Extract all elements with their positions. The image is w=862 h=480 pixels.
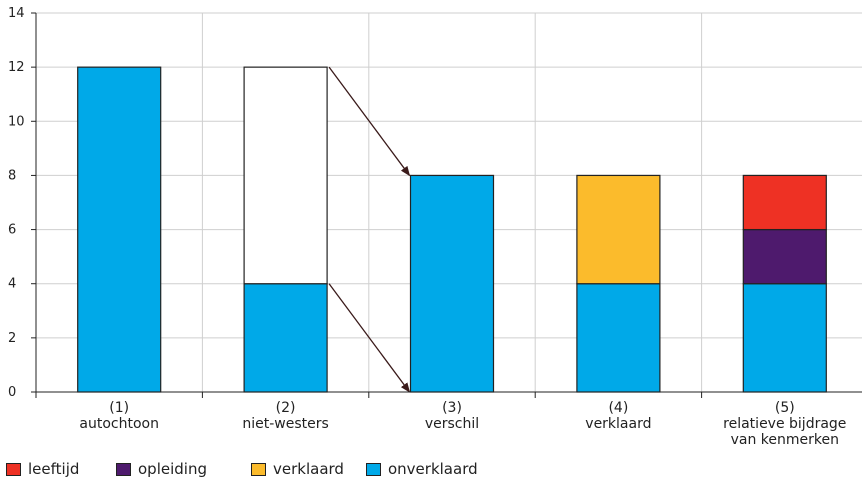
grid <box>36 12 862 392</box>
y-tick-label: 2 <box>8 331 16 346</box>
bar-segment <box>409 174 495 393</box>
legend-swatch <box>251 462 266 476</box>
bar-segment <box>742 174 827 231</box>
legend-label: onverklaard <box>388 460 478 478</box>
y-tick-label: 14 <box>8 6 25 21</box>
bar-segment <box>576 283 661 393</box>
x-tick-label: (3) verschil <box>425 400 479 432</box>
bar-segment <box>243 283 328 393</box>
arrow <box>328 283 411 393</box>
legend-label: opleiding <box>138 460 207 478</box>
y-tick-label: 6 <box>8 223 16 238</box>
legend-item: onverklaard <box>366 460 496 478</box>
bar-segment <box>576 174 661 285</box>
bar-segment <box>243 66 328 285</box>
x-tick-label: (1) autochtoon <box>79 400 159 432</box>
legend-item: leeftijd <box>6 460 116 478</box>
arrows <box>328 66 411 393</box>
bar-segment <box>77 66 162 393</box>
bar-segment <box>742 283 827 393</box>
y-tick-label: 8 <box>8 168 16 183</box>
axes: 0 2 4 6 8 10 12 14 (1) autochtoon (2) niet-westers (… <box>8 6 862 448</box>
y-tick-label: 0 <box>8 385 16 400</box>
y-tick-label: 4 <box>8 277 16 292</box>
legend-swatch <box>6 462 21 476</box>
bars <box>77 66 827 393</box>
legend-item: opleiding <box>116 460 251 478</box>
legend: leeftijd opleiding verklaard onverklaard <box>6 458 496 480</box>
bar-segment <box>742 228 827 285</box>
arrow <box>328 66 411 177</box>
legend-item: verklaard <box>251 460 366 478</box>
y-tick-label: 10 <box>8 114 25 129</box>
x-tick-label: (4) verklaard <box>585 400 651 432</box>
x-tick-label: (5) relatieve bijdrage van kenmerken <box>723 400 846 448</box>
legend-swatch <box>116 462 131 476</box>
x-tick-label: (2) niet-westers <box>242 400 328 432</box>
legend-swatch <box>366 462 381 476</box>
y-tick-label: 12 <box>8 60 25 75</box>
legend-label: verklaard <box>273 460 344 478</box>
legend-label: leeftijd <box>28 460 80 478</box>
